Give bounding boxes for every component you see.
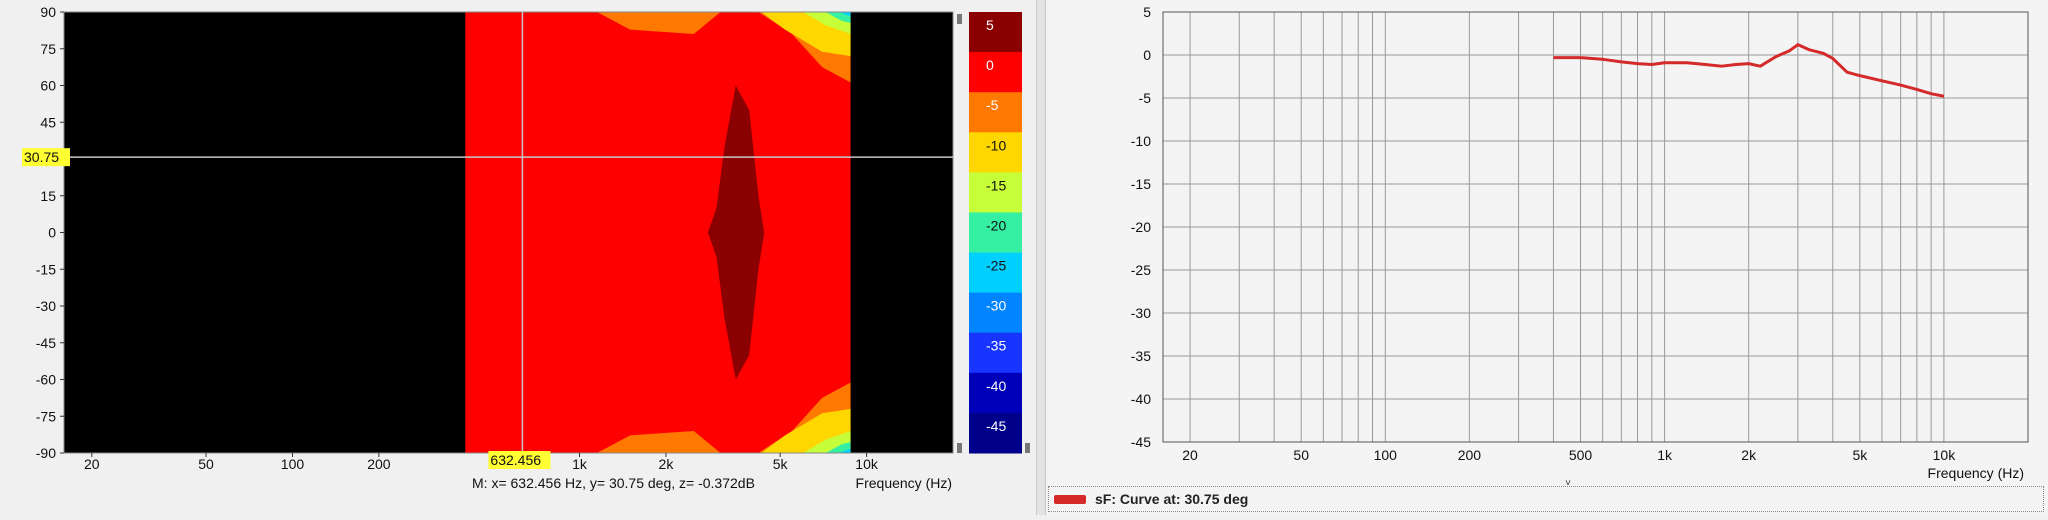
heatmap-cursor-readout: M: x= 632.456 Hz, y= 30.75 deg, z= -0.37… [472, 475, 755, 491]
heatmap-y-tick-label: -60 [36, 372, 56, 388]
colorbar-swatch [969, 252, 1022, 294]
response-x-tick-label: 50 [1293, 447, 1309, 463]
heatmap-x-tick-label: 50 [198, 456, 214, 472]
response-y-tick-label: -30 [1131, 305, 1151, 321]
heatmap-contour-bottom-4 [838, 448, 851, 453]
heatmap-y-tick-label: -45 [36, 335, 56, 351]
response-y-tick-label: -20 [1131, 219, 1151, 235]
colorbar-swatch [969, 412, 1022, 454]
heatmap-y-tick-label: 60 [40, 78, 56, 94]
heatmap-contour-peak [707, 85, 765, 380]
response-y-tick-label: -15 [1131, 176, 1151, 192]
heatmap-y-tick-label: -90 [36, 445, 56, 461]
colorbar-swatch [969, 292, 1022, 334]
heatmap-x-tick-label: 1k [572, 456, 588, 472]
colorbar-swatch [969, 132, 1022, 173]
colorbar-swatch [969, 172, 1022, 213]
curve-legend[interactable]: sF: Curve at: 30.75 deg [1048, 486, 2044, 512]
heatmap-scroll-handle-top[interactable] [957, 14, 962, 24]
heatmap-x-tick-label: 200 [367, 456, 391, 472]
heatmap-y-tick-label: 0 [48, 225, 56, 241]
colorbar-swatch [969, 12, 1022, 53]
colorbar-swatch [969, 332, 1022, 374]
heatmap-y-tick-label: 75 [40, 41, 56, 57]
response-x-tick-label: 2k [1741, 447, 1757, 463]
legend-swatch [1054, 495, 1086, 504]
heatmap-x-tick-label: 100 [281, 456, 305, 472]
heatmap-x-tick-label: 2k [659, 456, 675, 472]
heatmap-x-tick-label: 10k [855, 456, 879, 472]
response-y-tick-label: 0 [1143, 47, 1151, 63]
heatmap-y-tick-label: 45 [40, 114, 56, 130]
colorbar-label: 5 [986, 17, 994, 33]
colorbar-label: 0 [986, 57, 994, 73]
response-x-tick-label: 1k [1657, 447, 1673, 463]
response-y-tick-label: -25 [1131, 262, 1151, 278]
heatmap-y-tick-label: -30 [36, 298, 56, 314]
response-x-tick-label: 500 [1569, 447, 1593, 463]
response-x-tick-label: 20 [1182, 447, 1198, 463]
colorbar-label: -45 [986, 418, 1006, 434]
response-x-tick-label: 100 [1374, 447, 1398, 463]
colorbar-swatch [969, 372, 1022, 414]
cursor-x-value: 632.456 [490, 452, 541, 468]
heatmap-y-tick-label: 15 [40, 188, 56, 204]
pane-splitter[interactable] [1036, 0, 1046, 515]
response-x-tick-label: 10k [1933, 447, 1957, 463]
colorbar-label: -25 [986, 258, 1006, 274]
response-y-tick-label: -45 [1131, 434, 1151, 450]
heatmap-y-tick-label: 90 [40, 4, 56, 20]
response-x-axis-label: Frequency (Hz) [1928, 465, 2024, 481]
heatmap-contour-bottom-3 [825, 441, 851, 453]
heatmap-x-tick-label: 20 [84, 456, 100, 472]
response-x-tick-label: 200 [1458, 447, 1482, 463]
colorbar-label: -15 [986, 177, 1006, 193]
response-y-tick-label: -10 [1131, 133, 1151, 149]
response-y-tick-label: -5 [1139, 90, 1152, 106]
colorbar-label: -10 [986, 137, 1006, 153]
response-y-tick-label: -35 [1131, 348, 1151, 364]
response-plot-frame [1162, 11, 2029, 443]
heatmap-x-axis-label: Frequency (Hz) [856, 475, 952, 491]
response-x-tick-label: 5k [1852, 447, 1868, 463]
directivity-map-panel: 90 75 60 45 15 0 -15 -30 -45 -60 -75 -90 20 50 100 200 1… [0, 0, 1036, 515]
response-y-tick-label: 5 [1143, 4, 1151, 20]
heatmap-contour-top-4 [838, 12, 851, 17]
heatmap-y-tick-label: -75 [36, 408, 56, 424]
response-curve-series[interactable] [1553, 43, 1945, 98]
legend-label: sF: Curve at: 30.75 deg [1095, 491, 1249, 507]
frequency-response-panel: 5 0 -5 -10 -15 -20 -25 -30 -35 -40 -45 20 50 100 200 50… [1046, 0, 2048, 515]
heatmap-scroll-handle-bottom[interactable] [957, 443, 962, 453]
colorbar-swatch [969, 92, 1022, 133]
colorbar-swatch [969, 212, 1022, 254]
heatmap-out-of-range-high [850, 12, 953, 453]
cursor-y-value: 30.75 [24, 149, 59, 165]
colorbar-label: -20 [986, 217, 1006, 233]
heatmap-y-tick-label: -15 [36, 261, 56, 277]
collapse-chevron-icon[interactable]: ˅ [1565, 478, 1571, 489]
colorbar-label: -30 [986, 298, 1006, 314]
cursor-x-value-bg [488, 451, 551, 469]
heatmap-contour-top-3 [825, 12, 851, 24]
heatmap-band-0dB [465, 12, 851, 453]
heatmap-x-tick-label: 5k [773, 456, 789, 472]
response-y-tick-label: -40 [1131, 391, 1151, 407]
cursor-y-value-bg [22, 148, 70, 167]
colorbar-label: -40 [986, 378, 1006, 394]
colorbar-label: -35 [986, 338, 1006, 354]
colorbar-scroll-handle[interactable] [1025, 443, 1030, 453]
colorbar-swatch [969, 52, 1022, 93]
colorbar-label: -5 [986, 97, 999, 113]
